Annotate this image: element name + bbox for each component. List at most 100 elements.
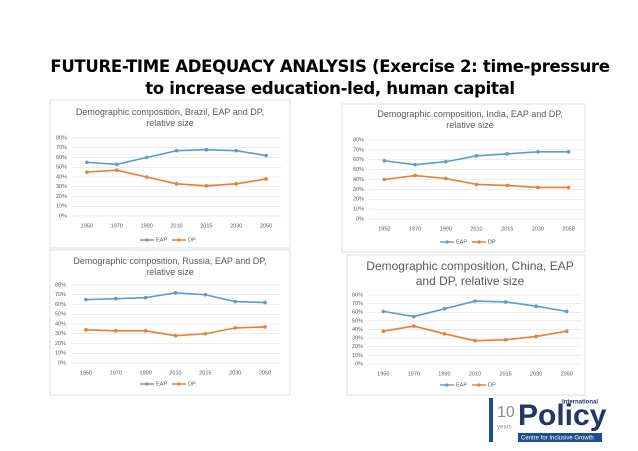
point xyxy=(113,329,118,333)
x-tick-label: 2050 xyxy=(561,371,573,377)
point xyxy=(381,329,386,334)
point xyxy=(264,153,268,158)
point xyxy=(174,182,179,186)
point xyxy=(566,150,571,154)
x-tick-label: 1950 xyxy=(378,226,390,232)
x-tick-label: 1950 xyxy=(80,370,92,376)
point xyxy=(413,162,417,167)
y-tick-label: 0% xyxy=(58,360,66,366)
legend-marker xyxy=(445,240,449,244)
x-tick-label: 2015 xyxy=(200,223,212,229)
y-tick-label: 30% xyxy=(352,336,363,342)
y-tick-label: 0% xyxy=(355,361,363,367)
y-tick-label: 20% xyxy=(56,194,67,200)
y-tick-label: 80% xyxy=(56,135,67,141)
point xyxy=(413,173,417,178)
y-tick-label: 40% xyxy=(55,321,66,327)
point xyxy=(382,158,387,163)
point xyxy=(263,300,267,305)
point xyxy=(474,154,479,158)
chart-frame xyxy=(49,249,291,396)
point xyxy=(233,299,238,304)
point xyxy=(473,299,477,303)
y-tick-label: 70% xyxy=(353,147,364,153)
point xyxy=(144,175,149,179)
point xyxy=(234,182,239,186)
point xyxy=(113,296,118,301)
point xyxy=(536,150,540,154)
point xyxy=(264,177,268,181)
point xyxy=(412,324,416,328)
x-tick-label: 2015 xyxy=(501,226,513,232)
slide-title: FUTURE-TIME ADEQUACY ANALYSIS (Exercise … xyxy=(50,57,610,98)
point xyxy=(503,300,508,304)
point xyxy=(173,291,178,295)
point xyxy=(534,304,538,309)
x-tick-label: 2015 xyxy=(199,370,211,376)
x-tick-label: 2010 xyxy=(470,226,482,232)
y-tick-label: 30% xyxy=(56,184,67,190)
y-tick-label: 10% xyxy=(55,351,66,357)
y-tick-label: 20% xyxy=(352,344,363,350)
x-tick-label: 2030 xyxy=(532,226,544,232)
x-tick-label: 2050 xyxy=(259,370,271,376)
logo: 10 years Policy International Centre for… xyxy=(489,398,607,442)
logo-centre: Centre for Inclusive Growth xyxy=(521,436,594,442)
point xyxy=(203,292,208,297)
y-tick-label: 80% xyxy=(353,137,364,143)
x-tick-label: 2010 xyxy=(469,371,481,377)
y-tick-label: 60% xyxy=(55,302,66,308)
point xyxy=(473,338,477,343)
legend-label: EAP xyxy=(156,381,167,387)
legend-marker xyxy=(177,238,181,242)
logo-years-number: 10 xyxy=(497,404,515,421)
x-tick-label: 1990 xyxy=(141,223,153,229)
point xyxy=(204,147,209,152)
logo-bar xyxy=(489,398,493,442)
legend-marker xyxy=(145,382,149,386)
point xyxy=(443,159,448,164)
chart-title: Demographic composition, India, EAP and … xyxy=(377,109,563,131)
x-tick-label: 2010 xyxy=(169,370,181,376)
y-tick-label: 40% xyxy=(353,177,364,183)
chart-frame xyxy=(341,103,586,253)
logo-years-word: years xyxy=(497,425,512,431)
logo-brand: Policy xyxy=(518,399,607,432)
legend-label: DP xyxy=(488,382,496,388)
legend-label: EAP xyxy=(456,239,467,245)
legend-label: EAP xyxy=(456,382,467,388)
y-tick-label: 20% xyxy=(353,197,364,203)
point xyxy=(505,152,510,156)
point xyxy=(114,162,119,167)
point xyxy=(442,332,447,336)
y-tick-label: 40% xyxy=(352,327,363,333)
legend-label: DP xyxy=(488,239,496,245)
legend-marker xyxy=(177,382,181,386)
y-tick-label: 10% xyxy=(56,204,67,210)
x-tick-label: 1990 xyxy=(440,226,452,232)
point xyxy=(534,334,538,339)
x-tick-label: 1970 xyxy=(409,226,421,232)
x-tick-label: 1970 xyxy=(408,371,420,377)
y-tick-label: 0% xyxy=(356,216,364,222)
x-tick-label: 2010 xyxy=(170,223,182,229)
point xyxy=(443,176,448,181)
y-tick-label: 20% xyxy=(55,341,66,347)
point xyxy=(85,170,89,174)
y-tick-label: 0% xyxy=(59,213,67,219)
y-tick-label: 60% xyxy=(56,155,67,161)
y-tick-label: 30% xyxy=(353,187,364,193)
chart-frame xyxy=(49,99,291,249)
logo-international: International xyxy=(562,400,598,406)
x-tick-label: 1950 xyxy=(81,223,93,229)
y-tick-label: 40% xyxy=(56,174,67,180)
point xyxy=(114,168,119,172)
point xyxy=(84,328,88,332)
x-tick-label: 1970 xyxy=(110,370,122,376)
x-tick-label: 2030 xyxy=(230,223,242,229)
x-tick-label: 1990 xyxy=(140,370,152,376)
legend-label: DP xyxy=(188,381,196,387)
legend-label: EAP xyxy=(156,237,167,243)
point xyxy=(204,183,209,188)
y-tick-label: 70% xyxy=(55,292,66,298)
